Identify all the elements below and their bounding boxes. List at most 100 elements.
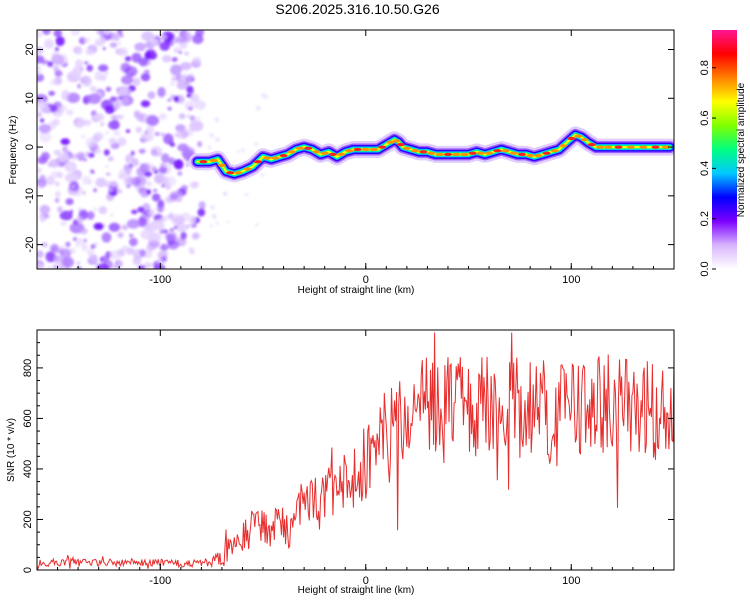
- noise-blob: [126, 219, 141, 229]
- noise-blob: [104, 104, 115, 114]
- noise-blob: [53, 30, 62, 38]
- noise-blob: [164, 232, 178, 242]
- ridge-peak: [279, 154, 288, 158]
- noise-blob: [118, 41, 122, 46]
- noise-blob: [170, 193, 179, 200]
- noise-blob: [55, 36, 65, 47]
- noise-blob: [47, 266, 52, 269]
- ridge-peak: [596, 145, 604, 149]
- noise-blob: [163, 176, 177, 187]
- noise-blob: [186, 93, 192, 98]
- noise-blob: [146, 180, 152, 188]
- noise-blob: [159, 41, 170, 51]
- ridge-peak: [517, 152, 526, 156]
- noise-blob: [165, 184, 171, 190]
- noise-blob: [140, 229, 155, 240]
- noise-blob: [54, 197, 60, 203]
- snr-frame: [36, 329, 675, 571]
- noise-blob: [186, 114, 191, 118]
- noise-blob: [76, 216, 84, 224]
- noise-blob: [71, 174, 79, 180]
- ridge-peak: [353, 147, 362, 152]
- noise-blob: [71, 185, 75, 189]
- noise-blob: [140, 73, 151, 82]
- noise-blob: [170, 81, 175, 86]
- x-tick-label: -100: [149, 575, 171, 587]
- noise-blob: [113, 115, 119, 120]
- snr-y-ticks: 0 200 400 600 800: [22, 342, 674, 573]
- noise-blob: [37, 167, 42, 174]
- noise-blob: [153, 263, 166, 269]
- x-tick-label: -100: [149, 274, 171, 286]
- x-tick-label: 0: [363, 274, 369, 286]
- noise-blob: [170, 213, 185, 225]
- noise-blob: [261, 173, 265, 177]
- spectrogram-y-label: Frequency (Hz): [8, 116, 19, 185]
- noise-blob: [209, 224, 213, 228]
- ridge-peak: [574, 134, 583, 138]
- noise-blob: [113, 102, 121, 110]
- noise-blob: [81, 134, 86, 139]
- noise-blob: [108, 222, 121, 232]
- noise-blob: [149, 208, 155, 216]
- noise-blob: [42, 30, 51, 35]
- x-tick-label: 100: [562, 575, 580, 587]
- noise-blob: [161, 256, 168, 262]
- noise-blob: [215, 137, 220, 143]
- y-tick-label: 400: [22, 460, 34, 478]
- noise-blob: [173, 30, 179, 33]
- noise-blob: [53, 255, 62, 262]
- noise-blob: [104, 72, 109, 75]
- noise-blob: [55, 181, 60, 187]
- noise-blob: [192, 56, 202, 65]
- noise-blob: [176, 80, 186, 90]
- noise-blob: [107, 156, 114, 162]
- noise-blob: [86, 211, 95, 220]
- noise-blob: [121, 75, 134, 85]
- ridge-peak: [296, 146, 304, 150]
- snr-series-line: [37, 332, 674, 570]
- noise-blob: [62, 256, 75, 268]
- noise-blob: [109, 42, 118, 48]
- ridge-peak: [402, 146, 411, 150]
- noise-blob: [137, 206, 145, 213]
- ridge-peak: [476, 151, 485, 155]
- colorbar-tick-label: 0.2: [699, 211, 711, 226]
- noise-blob: [42, 60, 46, 65]
- noise-blob: [189, 120, 204, 132]
- noise-blob: [118, 115, 124, 120]
- noise-blob: [198, 201, 206, 210]
- noise-blob: [98, 206, 108, 215]
- noise-blob: [76, 261, 81, 266]
- noise-blob: [101, 232, 112, 243]
- ridge-peak: [328, 152, 337, 156]
- noise-blob: [189, 115, 196, 121]
- noise-blob: [86, 64, 93, 72]
- noise-blob: [192, 33, 204, 45]
- noise-blob: [40, 118, 45, 123]
- ridge-peak: [526, 154, 535, 158]
- noise-blob: [113, 33, 120, 42]
- noise-blob: [169, 228, 174, 232]
- noise-blob: [103, 149, 110, 156]
- noise-blob: [110, 141, 119, 148]
- noise-blob: [37, 30, 42, 39]
- ridge-peak: [626, 145, 635, 149]
- noise-blob: [106, 172, 111, 176]
- noise-blob: [151, 193, 161, 202]
- noise-blob: [37, 65, 42, 71]
- ridge-peak: [320, 151, 329, 155]
- ridge-peak: [427, 151, 436, 155]
- noise-blob: [110, 213, 114, 217]
- noise-blob: [66, 109, 74, 116]
- noise-blob: [121, 224, 129, 231]
- noise-blob: [37, 55, 45, 64]
- noise-blob: [90, 244, 96, 250]
- noise-blob: [109, 250, 122, 260]
- noise-blob: [119, 34, 124, 38]
- noise-blob: [189, 181, 199, 189]
- noise-blob: [154, 174, 165, 184]
- noise-blob: [143, 262, 153, 269]
- ridge-peak: [243, 167, 252, 171]
- noise-blob: [94, 262, 98, 266]
